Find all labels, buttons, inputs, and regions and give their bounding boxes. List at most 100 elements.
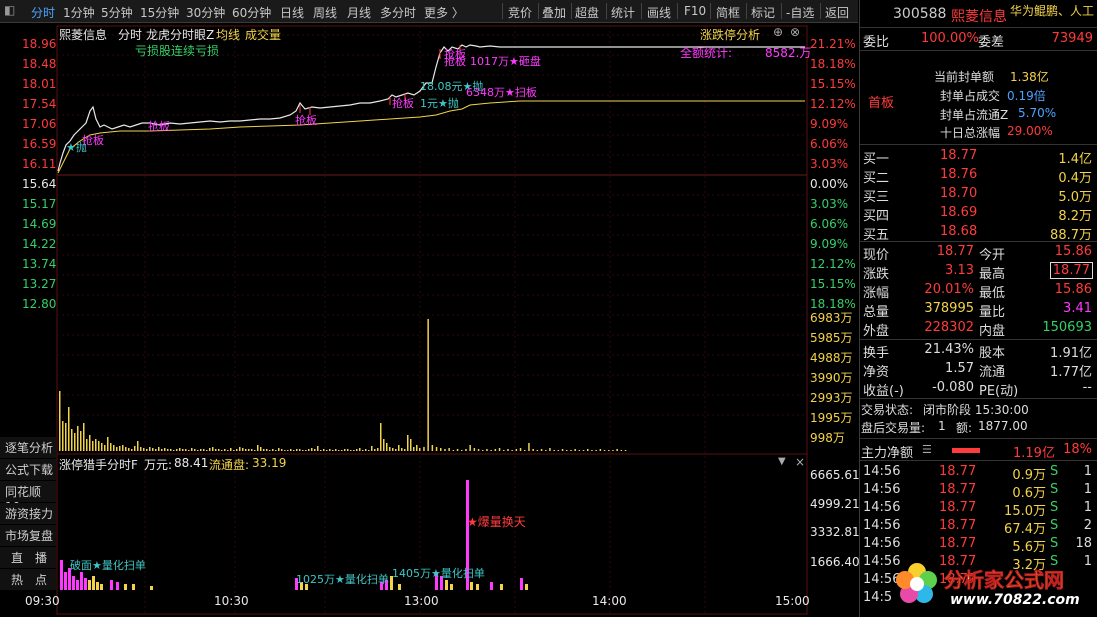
tab-day[interactable]: 日线	[280, 6, 305, 20]
close-icon[interactable]: ⊗	[790, 25, 801, 39]
side-btn-tick-analysis[interactable]: 逐笔分析	[0, 437, 56, 458]
time-tick-1300: 13:00	[404, 594, 439, 608]
volume-bar	[158, 447, 160, 451]
stats-row: 换手 21.43% 股本 1.91亿	[860, 342, 1097, 361]
tab-60min[interactable]: 60分钟	[232, 6, 272, 20]
concept-tag[interactable]: 华为鲲鹏、人工	[1010, 4, 1095, 18]
side-btn-review[interactable]: 市场复盘	[0, 525, 56, 546]
tab-1min[interactable]: 1分钟	[63, 6, 95, 20]
side-btn-formula[interactable]: 公式下载	[0, 459, 56, 480]
stats-button[interactable]: 统计	[611, 6, 636, 20]
tick-price: 18.77	[939, 536, 977, 551]
tick-row[interactable]: 14:5	[860, 590, 1097, 608]
volume-bar	[448, 448, 450, 451]
super-button[interactable]: 超盘	[575, 6, 600, 20]
tab-15min[interactable]: 15分钟	[140, 6, 180, 20]
volume-bar	[182, 449, 184, 451]
tick-row[interactable]: 14:56 18.77 15.0万 S 1	[860, 500, 1097, 519]
tick-row[interactable]: 14:56 18.77 5.6万 S 18	[860, 536, 1097, 555]
close-sub-icon[interactable]: ×	[795, 455, 806, 469]
tick-row[interactable]: 14:56 18.77 0.9万 S 1	[860, 464, 1097, 483]
volume-bar	[431, 445, 434, 451]
mark-button[interactable]: 标记	[751, 6, 776, 20]
anno-board-3: 抢板	[295, 114, 317, 127]
frame-button[interactable]: 简框	[716, 6, 741, 20]
overlay-button[interactable]: 叠加	[542, 6, 567, 20]
add-icon[interactable]: ⊕	[773, 25, 784, 39]
volume-bar	[125, 447, 127, 451]
first-board-label: 首板	[868, 96, 895, 111]
volume-bar	[456, 449, 459, 451]
sub-bar	[500, 584, 503, 590]
sub-anno-4: ★爆量换天	[467, 515, 526, 529]
tab-month[interactable]: 月线	[347, 6, 372, 20]
percent-tick: 9.09%	[810, 237, 849, 251]
side-btn-hot[interactable]: 热 点	[0, 569, 56, 590]
sub-bar	[305, 584, 308, 590]
panel-toggle-icon[interactable]: ◧	[4, 3, 16, 17]
tab-week[interactable]: 周线	[313, 6, 338, 20]
price-tick: 13.27	[22, 277, 57, 291]
volume-bar	[287, 450, 289, 451]
side-btn-live[interactable]: 直 播	[0, 547, 56, 568]
intraday-chart[interactable]	[0, 23, 858, 617]
volume-bar	[245, 449, 247, 451]
volume-bar	[209, 448, 211, 451]
volume-bar	[95, 439, 97, 451]
volume-bar	[362, 450, 364, 451]
volume-bar	[461, 450, 463, 451]
stock-code: 300588	[893, 6, 947, 22]
seal-amount-label: 当前封单额	[934, 70, 995, 84]
quote-row: 外盘 228302 内盘 150693	[860, 320, 1097, 339]
volume-bar	[122, 445, 124, 451]
volume-bar	[257, 445, 259, 451]
tab-fenshi[interactable]: 分时	[31, 6, 56, 20]
chart-indicator-name[interactable]: 龙虎分时眼Z	[146, 28, 215, 42]
tick-volume: 0.9万	[1012, 468, 1046, 483]
quote-row: 涨幅 20.01% 最低 15.86	[860, 282, 1097, 301]
list-icon[interactable]: ☰	[922, 443, 932, 456]
volume-bar	[335, 449, 337, 451]
tick-count: 2	[1083, 518, 1092, 533]
volume-bar	[616, 449, 618, 451]
volume-bar	[314, 449, 316, 451]
tick-row[interactable]: 14:56 18.77 0.6万 S 1	[860, 482, 1097, 501]
tick-direction: S	[1050, 554, 1059, 569]
auction-button[interactable]: 竞价	[508, 6, 533, 20]
tick-row[interactable]: 14:56 18.77 67.4万 S 2	[860, 518, 1097, 537]
volume-bar	[503, 450, 505, 451]
limit-analysis-label[interactable]: 涨跌停分析	[700, 28, 761, 42]
side-btn-ths10[interactable]: 同花顺10	[0, 481, 56, 514]
volume-bar	[347, 449, 349, 451]
volume-bar	[507, 449, 509, 451]
dropdown-icon[interactable]: ▼	[778, 456, 786, 467]
volume-bar	[398, 445, 400, 451]
time-tick-1500: 15:00	[775, 594, 810, 608]
tick-time: 14:5	[863, 590, 893, 605]
stats-value: 21.43%	[924, 342, 974, 357]
tab-30min[interactable]: 30分钟	[186, 6, 226, 20]
tick-volume: 15.0万	[1004, 504, 1046, 519]
tick-row[interactable]: 14:56 18.77 3.2万 S 1	[860, 554, 1097, 573]
tab-5min[interactable]: 5分钟	[101, 6, 133, 20]
volume-bar	[59, 391, 61, 451]
sub-tick: 3332.81	[810, 525, 860, 539]
tab-multi-fenshi[interactable]: 多分时	[380, 6, 417, 20]
sub-tick: 6665.61	[810, 468, 860, 482]
chart-mode: 分时	[118, 28, 143, 42]
tick-row[interactable]: 14:56 18.77	[860, 572, 1097, 590]
seal-amount-value: 1.38亿	[1010, 70, 1049, 84]
watchlist-button[interactable]: -自选	[786, 6, 815, 20]
volume-bar	[161, 449, 163, 451]
back-button[interactable]: 返回	[825, 6, 850, 20]
bid-row: 买一 18.77 1.4亿	[860, 148, 1097, 167]
volume-tick: 3990万	[810, 371, 853, 385]
f10-button[interactable]: F10	[684, 4, 707, 18]
side-btn-relay[interactable]: 游资接力	[0, 503, 56, 524]
price-tick: 18.96	[22, 37, 57, 51]
tab-more[interactable]: 更多 〉	[424, 6, 464, 20]
draw-button[interactable]: 画线	[647, 6, 672, 20]
volume-bar	[179, 448, 181, 451]
sub-indicator-name[interactable]: 涨停猎手分时F	[59, 458, 138, 472]
volume-bar	[131, 449, 133, 451]
